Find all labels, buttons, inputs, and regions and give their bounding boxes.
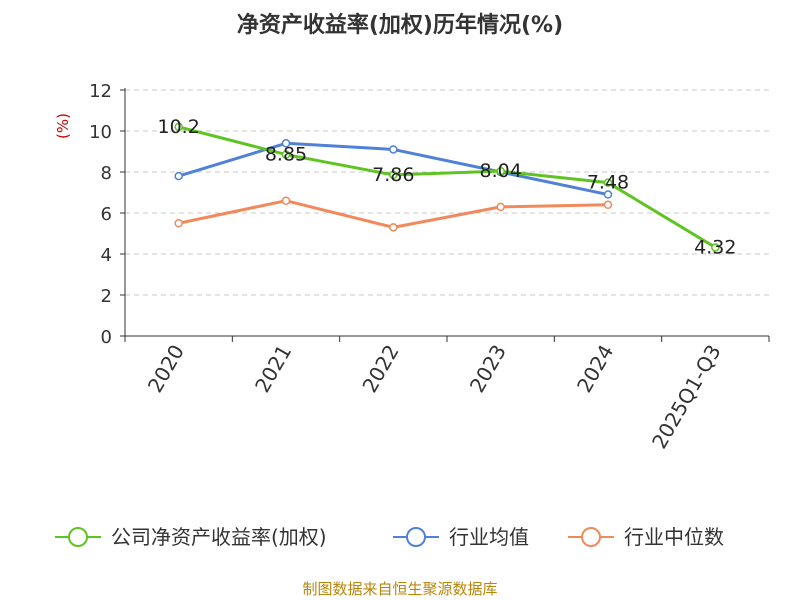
data-label: 8.85: [265, 144, 307, 166]
data-point: [603, 200, 613, 210]
y-tick-label: 4: [101, 245, 112, 266]
x-tick-labels: 2020 2021 2022 2023 2024 2025Q1-Q3: [143, 341, 726, 453]
series-layer: [174, 122, 720, 252]
data-label: 7.86: [372, 164, 414, 186]
data-point: [389, 223, 398, 232]
axes: [120, 88, 770, 342]
legend-marker: [581, 527, 601, 547]
data-point: [711, 243, 720, 252]
grid-lines: [125, 89, 769, 296]
data-label: 8.04: [480, 160, 522, 182]
data-point: [174, 171, 183, 181]
y-tick-labels: 0 2 4 6 8 10 12: [89, 81, 112, 348]
data-labels: 10.2 8.85 7.86 8.04 7.48 4.32: [158, 116, 737, 259]
x-tick-label: 2024: [572, 341, 618, 397]
data-label: 4.32: [694, 236, 736, 258]
y-tick-label: 12: [89, 81, 112, 102]
x-tick-label: 2025Q1-Q3: [647, 341, 726, 453]
x-tick-label: 2023: [465, 341, 511, 397]
x-tick-label: 2021: [250, 341, 296, 397]
y-tick-label: 0: [101, 327, 112, 348]
data-point: [496, 166, 505, 176]
legend-marker: [406, 527, 426, 547]
chart-title: 净资产收益率(加权)历年情况(%): [237, 12, 563, 38]
data-point: [281, 196, 291, 205]
data-point: [174, 219, 183, 228]
legend: 公司净资产收益率(加权) 行业均值 行业中位数: [55, 525, 724, 549]
legend-label: 公司净资产收益率(加权): [111, 525, 327, 549]
y-axis-label: (%): [54, 113, 72, 139]
y-tick-label: 8: [101, 163, 112, 184]
data-point: [281, 150, 291, 159]
legend-label: 行业均值: [449, 525, 529, 549]
y-tick-label: 6: [101, 204, 112, 225]
x-tick-label: 2022: [357, 341, 403, 397]
source-note: 制图数据来自恒生聚源数据库: [302, 580, 497, 598]
y-tick-label: 2: [101, 286, 112, 307]
series-line: [178, 125, 717, 249]
data-point: [281, 139, 291, 148]
data-point: [603, 178, 613, 187]
data-point: [603, 190, 613, 199]
data-point: [389, 170, 398, 180]
data-label: 10.2: [158, 116, 200, 138]
data-point: [389, 145, 398, 154]
y-tick-label: 10: [89, 122, 112, 143]
legend-label: 行业中位数: [624, 525, 724, 549]
data-label: 7.48: [587, 172, 629, 194]
legend-marker: [68, 527, 88, 547]
data-point: [496, 202, 505, 212]
x-tick-label: 2020: [143, 341, 189, 397]
data-point: [174, 122, 183, 132]
